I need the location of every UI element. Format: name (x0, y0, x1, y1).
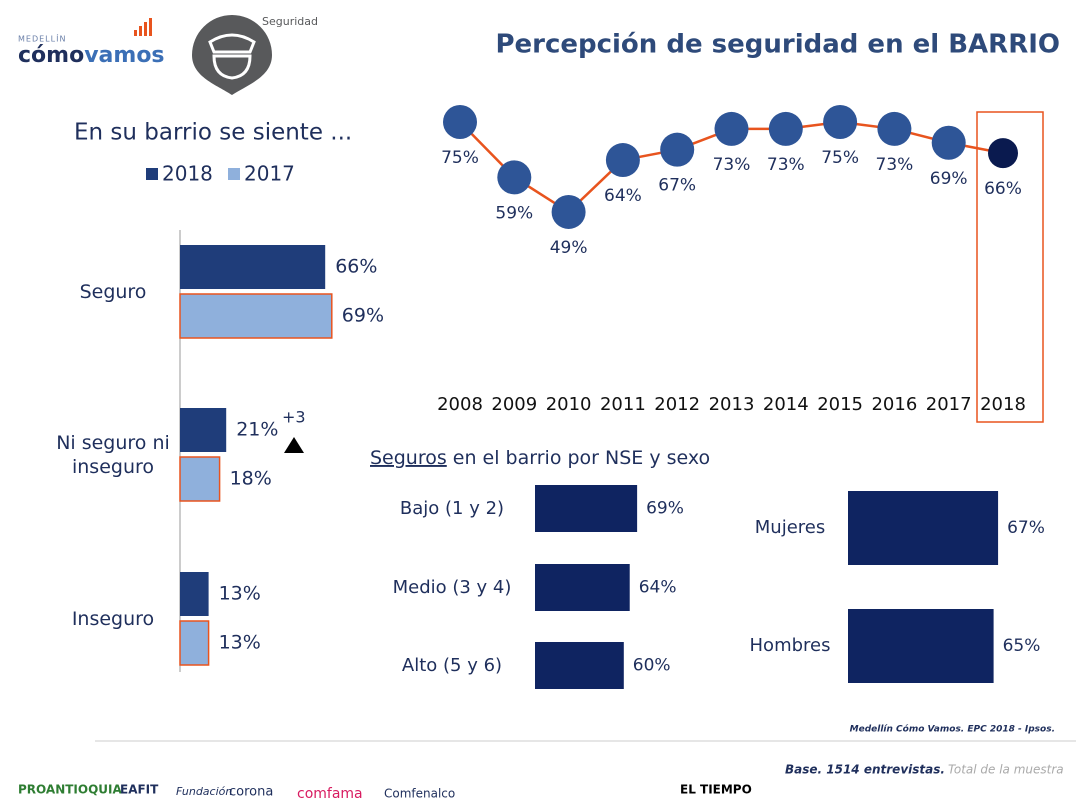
logo-city: MEDELLÍN (18, 33, 66, 44)
value-label: 66% (984, 179, 1022, 199)
value-label: 67% (1007, 518, 1045, 538)
logo: corona (229, 785, 273, 800)
up-arrow (284, 437, 304, 453)
value-label: 59% (495, 203, 533, 223)
annotation: +3 (282, 408, 306, 427)
bar (535, 564, 630, 611)
x-tick-label: 2010 (546, 394, 592, 415)
bar (535, 642, 624, 689)
category-label: Hombres (749, 635, 831, 656)
title-rest: en el barrio por NSE y sexo (453, 447, 710, 469)
category-label: Inseguro (71, 608, 155, 630)
value-label: 13% (219, 583, 261, 605)
x-tick-label: 2014 (763, 394, 809, 415)
x-tick-label: 2016 (871, 394, 917, 415)
bar (180, 408, 227, 452)
point (988, 138, 1018, 169)
footer-logos: PROANTIOQUIA EAFIT Fundación corona comf… (18, 783, 752, 803)
bar (179, 456, 221, 502)
point (443, 105, 477, 139)
category-label: Seguro (79, 281, 147, 303)
value-label: 21% (236, 419, 278, 441)
value-label: 18% (230, 468, 272, 490)
category-label: Medio (3 y 4) (392, 576, 512, 598)
legend-label: 2017 (244, 162, 295, 186)
value-label: 49% (550, 238, 588, 258)
value-label: 73% (767, 155, 805, 175)
value-label: 73% (713, 155, 751, 175)
x-tick-label: 2011 (600, 394, 646, 415)
value-label: 75% (821, 148, 859, 168)
logo: EL TIEMPO (680, 783, 752, 797)
logo-brand: cómovamos (18, 43, 165, 68)
point (877, 111, 912, 146)
logo: Fundación (176, 785, 232, 798)
point (768, 111, 803, 146)
x-tick-label: 2009 (491, 394, 537, 415)
legend-label: 2018 (162, 162, 213, 186)
bar (848, 491, 999, 565)
logo: EAFIT (120, 783, 159, 797)
logo-bars (134, 18, 152, 36)
point (714, 111, 749, 146)
logo-a: cómo (18, 43, 84, 68)
bar (535, 485, 638, 532)
x-tick-label: 2012 (654, 394, 700, 415)
value-label: 64% (639, 578, 677, 598)
value-label: 13% (219, 632, 261, 654)
value-label: 67% (658, 176, 696, 196)
point (931, 125, 966, 160)
logo: Comfenalco (384, 787, 455, 801)
x-tick-label: 2015 (817, 394, 863, 415)
highlight-box (976, 111, 1044, 423)
legend-swatch (228, 168, 240, 180)
chart-title: Seguros en el barrio por NSE y sexo (370, 447, 710, 469)
value-label: 73% (876, 155, 914, 175)
logo: PROANTIOQUIA (18, 783, 123, 797)
x-tick-label: 2018 (980, 394, 1026, 415)
category-label: Ni seguro ni inseguro (56, 432, 170, 478)
value-label: 69% (930, 169, 968, 189)
value-label: 69% (646, 499, 684, 519)
bar (180, 245, 326, 289)
point (660, 132, 695, 167)
x-tick-label: 2008 (437, 394, 483, 415)
point (551, 194, 586, 229)
value-label: 66% (335, 256, 377, 278)
x-tick-label: 2017 (926, 394, 972, 415)
value-label: 69% (342, 305, 384, 327)
bar (179, 293, 333, 339)
source: Medellín Cómo Vamos. EPC 2018 - Ipsos. (850, 724, 1055, 735)
security-icon (192, 15, 272, 95)
base: Base. 1514 entrevistas. (785, 763, 945, 777)
bar (179, 620, 210, 666)
legend-swatch (146, 168, 158, 180)
logo: comfama (297, 786, 363, 802)
value-label: 60% (633, 656, 671, 676)
value-label: 75% (441, 148, 479, 168)
title-emph: Seguros (370, 447, 447, 469)
value-label: 65% (1003, 636, 1041, 656)
value-label: 64% (604, 186, 642, 206)
point (497, 160, 532, 195)
base-note: Total de la muestra (948, 763, 1064, 777)
category-label: Alto (5 y 6) (401, 654, 503, 676)
chart-title: Percepción de seguridad en el BARRIO (495, 30, 1060, 60)
bar (848, 609, 994, 683)
point (823, 105, 858, 139)
category-label: Bajo (1 y 2) (399, 497, 505, 519)
logo-b: vamos (84, 43, 164, 68)
point (605, 143, 640, 178)
bar (180, 572, 209, 616)
section-label: Seguridad (262, 15, 318, 28)
chart-title: En su barrio se siente ... (74, 120, 352, 146)
category-label: Mujeres (754, 517, 826, 538)
x-tick-label: 2013 (709, 394, 755, 415)
